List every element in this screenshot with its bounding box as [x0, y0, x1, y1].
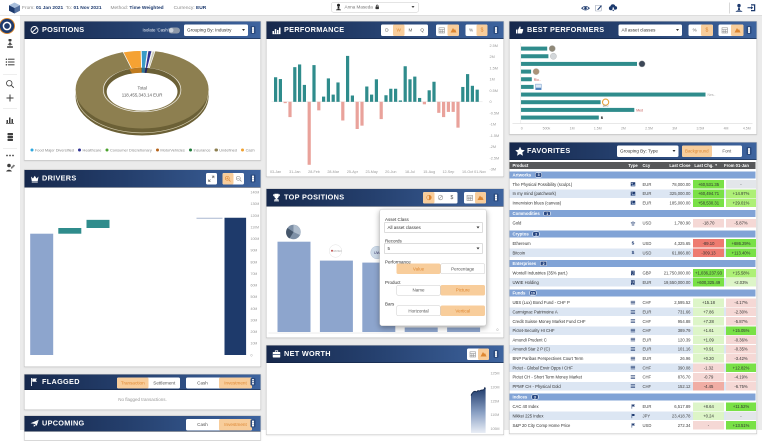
- svg-text:Rio..: Rio..: [534, 78, 541, 82]
- svg-text:15-Aug: 15-Aug: [423, 170, 435, 174]
- svg-text:28-Mar: 28-Mar: [327, 170, 339, 174]
- svg-text:B: B: [601, 116, 604, 120]
- svg-text:60M: 60M: [251, 284, 258, 288]
- svg-text:-2M: -2M: [490, 145, 497, 149]
- svg-text:500k: 500k: [543, 127, 551, 131]
- svg-text:Med: Med: [636, 108, 643, 112]
- svg-text:20-Jun: 20-Jun: [385, 170, 396, 174]
- svg-text:80M: 80M: [251, 260, 258, 264]
- svg-text:MTU: MTU: [603, 104, 609, 108]
- svg-text:Nes..: Nes..: [708, 93, 716, 97]
- svg-text:31-Jan: 31-Jan: [289, 170, 300, 174]
- svg-text:30M: 30M: [251, 318, 258, 322]
- svg-text:-0.5M: -0.5M: [490, 111, 500, 115]
- svg-text:1.5M: 1.5M: [594, 127, 602, 131]
- svg-text:40M: 40M: [251, 307, 258, 311]
- svg-text:2M: 2M: [621, 127, 626, 131]
- svg-text:28-Feb: 28-Feb: [308, 170, 320, 174]
- svg-text:-2.5M: -2.5M: [490, 156, 500, 160]
- svg-text:2M: 2M: [490, 55, 495, 59]
- svg-text:105M: 105M: [491, 427, 500, 431]
- svg-text:01-Nov: 01-Nov: [474, 170, 486, 174]
- svg-text:0: 0: [490, 100, 492, 104]
- svg-text:50M: 50M: [251, 295, 258, 299]
- svg-text:100M: 100M: [251, 237, 260, 241]
- svg-text:1M: 1M: [570, 127, 575, 131]
- svg-text:0: 0: [497, 328, 499, 332]
- svg-text:-1.5M: -1.5M: [490, 134, 500, 138]
- svg-text:4.5M: 4.5M: [743, 127, 751, 131]
- svg-text:03-Jan: 03-Jan: [270, 170, 281, 174]
- svg-text:-3M: -3M: [490, 168, 497, 172]
- svg-text:2.5M: 2.5M: [645, 127, 653, 131]
- svg-text:3.5M: 3.5M: [696, 127, 704, 131]
- svg-text:125M: 125M: [491, 372, 500, 376]
- svg-text:120M: 120M: [251, 214, 260, 218]
- svg-text:0: 0: [251, 353, 253, 357]
- svg-text:-1M: -1M: [490, 123, 497, 127]
- svg-text:0.5M: 0.5M: [490, 89, 498, 93]
- svg-text:120M: 120M: [491, 385, 500, 389]
- svg-text:115M: 115M: [491, 399, 500, 403]
- svg-text:1.5M: 1.5M: [490, 66, 498, 70]
- svg-text:3M: 3M: [672, 127, 677, 131]
- svg-text:140M: 140M: [251, 191, 260, 195]
- svg-text:130M: 130M: [251, 202, 260, 206]
- svg-text:110M: 110M: [251, 225, 260, 229]
- svg-text:25-Apr: 25-Apr: [347, 170, 359, 174]
- svg-text:90M: 90M: [251, 249, 258, 253]
- svg-text:18-Jul: 18-Jul: [405, 170, 415, 174]
- svg-text:0: 0: [521, 127, 523, 131]
- svg-text:70M: 70M: [251, 272, 258, 276]
- svg-text:110M: 110M: [491, 413, 500, 417]
- svg-text:12-Sep: 12-Sep: [442, 170, 454, 174]
- svg-text:RCSO: RCSO: [334, 249, 343, 253]
- svg-text:10-Oct: 10-Oct: [462, 170, 473, 174]
- svg-text:4M: 4M: [724, 127, 729, 131]
- svg-text:20M: 20M: [251, 330, 258, 334]
- svg-text:UW: UW: [374, 251, 381, 255]
- svg-text:2.5M: 2.5M: [490, 44, 498, 48]
- svg-text:10M: 10M: [251, 342, 258, 346]
- svg-text:23-May: 23-May: [365, 170, 377, 174]
- svg-text:1M: 1M: [490, 78, 495, 82]
